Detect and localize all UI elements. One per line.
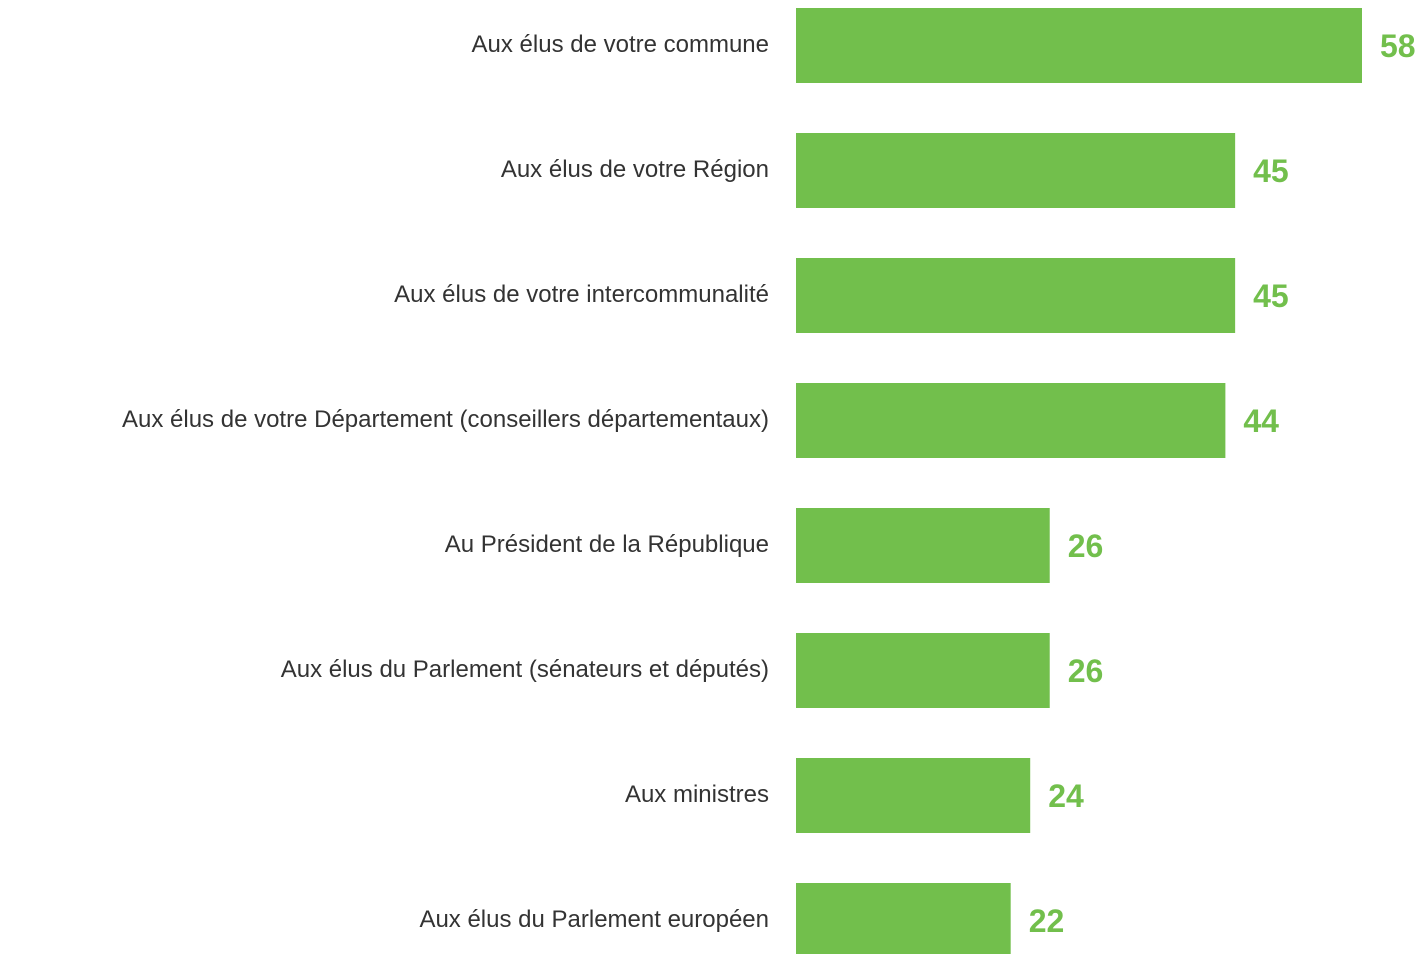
value-label: 45 bbox=[1253, 153, 1289, 189]
value-label: 22 bbox=[1029, 903, 1065, 939]
category-label: Au Président de la République bbox=[445, 531, 769, 558]
value-label: 26 bbox=[1068, 653, 1104, 689]
category-label: Aux élus de votre intercommunalité bbox=[394, 281, 769, 308]
category-label: Aux élus de votre Département (conseille… bbox=[122, 406, 769, 433]
category-label: Aux élus de votre commune bbox=[472, 31, 769, 58]
category-label: Aux élus de votre Région bbox=[501, 156, 769, 183]
bar bbox=[796, 508, 1050, 583]
bar bbox=[796, 758, 1031, 833]
category-label: Aux élus du Parlement (sénateurs et dépu… bbox=[281, 656, 769, 683]
value-label: 26 bbox=[1068, 528, 1104, 564]
bar bbox=[796, 633, 1050, 708]
bar bbox=[796, 8, 1362, 83]
category-label: Aux ministres bbox=[625, 781, 769, 808]
category-label: Aux élus du Parlement européen bbox=[419, 906, 769, 933]
value-label: 45 bbox=[1253, 278, 1289, 314]
bar bbox=[796, 883, 1011, 954]
bar bbox=[796, 383, 1226, 458]
value-label: 44 bbox=[1243, 403, 1279, 439]
bar bbox=[796, 258, 1236, 333]
value-label: 58 bbox=[1380, 28, 1416, 64]
bar bbox=[796, 133, 1236, 208]
value-label: 24 bbox=[1048, 778, 1084, 814]
